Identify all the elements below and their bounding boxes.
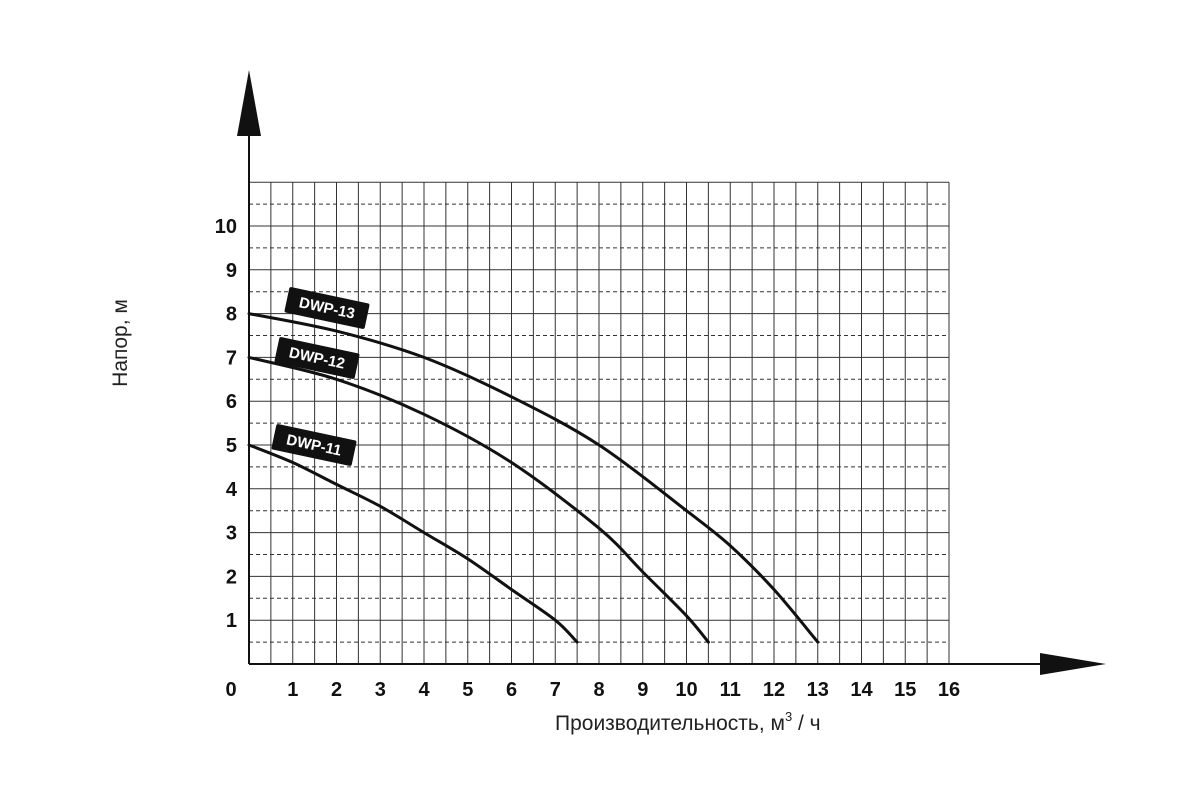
x-tick-label: 5 bbox=[462, 679, 473, 701]
series-label-box bbox=[284, 287, 370, 329]
x-tick-label: 11 bbox=[720, 679, 741, 701]
x-tick-label: 8 bbox=[593, 679, 604, 701]
x-tick-label: 14 bbox=[850, 679, 873, 701]
x-tick-label: 16 bbox=[938, 679, 960, 701]
curve-dwp-13 bbox=[247, 312, 820, 644]
y-tick-label: 9 bbox=[226, 260, 237, 282]
y-axis-arrow-icon bbox=[237, 70, 261, 136]
y-tick-label: 3 bbox=[226, 523, 237, 545]
curves bbox=[247, 312, 820, 644]
curve-dwp-12 bbox=[247, 355, 710, 644]
x-tick-label: 13 bbox=[807, 679, 829, 701]
x-tick-label: 12 bbox=[763, 679, 785, 701]
y-axis-title: Напор, м bbox=[109, 299, 132, 387]
x-tick-label: 7 bbox=[550, 679, 561, 701]
y-tick-label: 4 bbox=[226, 479, 238, 501]
x-axis-arrow-icon bbox=[1040, 653, 1106, 675]
x-tick-label: 6 bbox=[506, 679, 517, 701]
x-tick-label: 10 bbox=[675, 679, 697, 701]
series-label-box bbox=[271, 424, 357, 466]
x-tick-label: 0 bbox=[225, 679, 236, 701]
x-tick-label: 3 bbox=[375, 679, 386, 701]
y-tick-label: 1 bbox=[226, 610, 237, 632]
y-tick-label: 6 bbox=[226, 391, 237, 413]
y-tick-label: 8 bbox=[226, 304, 237, 326]
y-tick-label: 2 bbox=[226, 566, 237, 588]
x-tick-label: 15 bbox=[894, 679, 916, 701]
y-tick-label: 7 bbox=[226, 347, 237, 369]
x-axis-title: Производительность, м3 / ч bbox=[555, 709, 821, 735]
x-tick-label: 2 bbox=[331, 679, 342, 701]
x-tick-label: 4 bbox=[418, 679, 430, 701]
curve-dwp-11 bbox=[247, 443, 579, 644]
x-tick-label: 1 bbox=[287, 679, 298, 701]
x-tick-label: 9 bbox=[637, 679, 648, 701]
y-tick-label: 10 bbox=[215, 216, 237, 238]
y-tick-label: 5 bbox=[226, 435, 237, 457]
grid bbox=[249, 181, 950, 664]
axes bbox=[237, 70, 1106, 675]
series-label-box bbox=[274, 337, 360, 379]
